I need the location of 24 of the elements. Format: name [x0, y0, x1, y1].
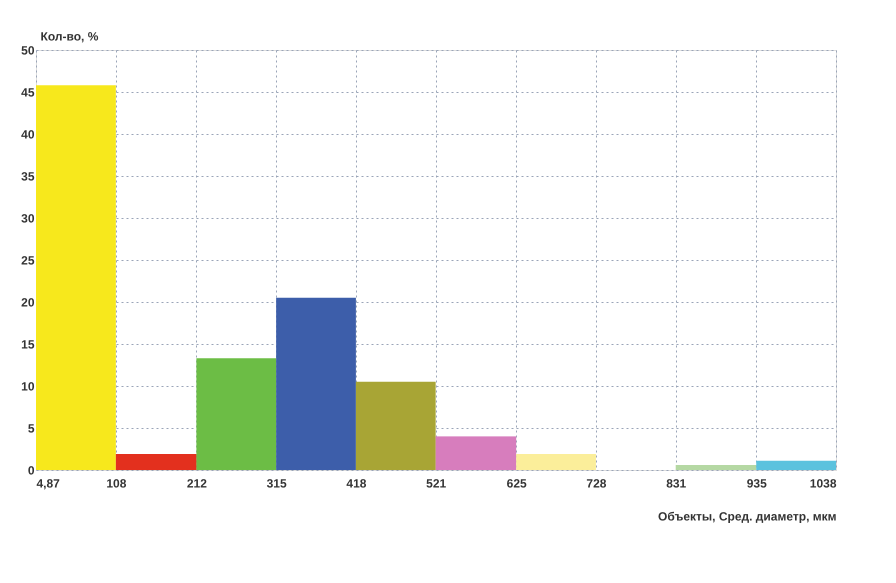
x-tick-label: 728	[586, 476, 607, 490]
y-tick-label: 20	[21, 296, 35, 310]
x-tick-label: 625	[506, 476, 528, 490]
x-tick-label: 315	[266, 476, 287, 490]
y-axis-title: Кол-во, %	[40, 30, 99, 44]
x-tick-label: 1038	[810, 476, 837, 490]
y-tick-label: 5	[28, 422, 35, 436]
y-tick-label: 35	[21, 170, 35, 184]
y-tick-label: 15	[21, 338, 35, 352]
y-tick-label: 25	[21, 254, 35, 268]
x-tick-label: 212	[186, 476, 208, 490]
x-tick-label: 521	[426, 476, 446, 490]
y-tick-label: 45	[21, 86, 35, 100]
y-tick-label: 0	[28, 464, 35, 478]
y-tick-label: 40	[21, 128, 35, 142]
x-tick-label: 108	[106, 476, 127, 490]
y-tick-label: 50	[21, 44, 35, 58]
x-tick-label: 935	[746, 476, 768, 490]
x-tick-label: 4,87	[36, 476, 60, 490]
x-axis-title: Объекты, Сред. диаметр, мкм	[658, 510, 837, 524]
y-tick-label: 10	[21, 380, 35, 394]
x-tick-label: 418	[346, 476, 367, 490]
x-tick-label: 831	[666, 476, 687, 490]
y-tick-label: 30	[21, 212, 35, 226]
